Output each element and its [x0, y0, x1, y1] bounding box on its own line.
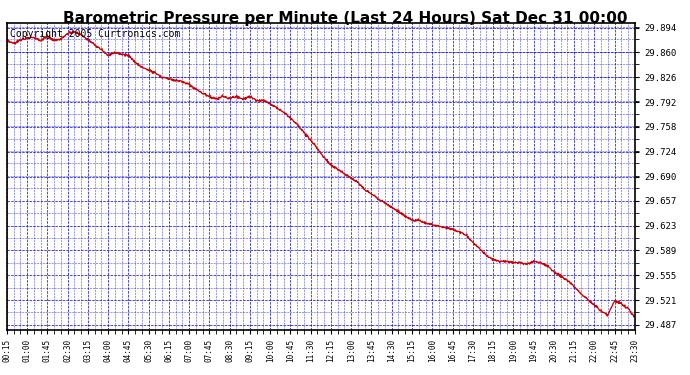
Text: Barometric Pressure per Minute (Last 24 Hours) Sat Dec 31 00:00: Barometric Pressure per Minute (Last 24 …	[63, 11, 627, 26]
Text: Copyright 2005 Curtronics.com: Copyright 2005 Curtronics.com	[10, 28, 180, 39]
